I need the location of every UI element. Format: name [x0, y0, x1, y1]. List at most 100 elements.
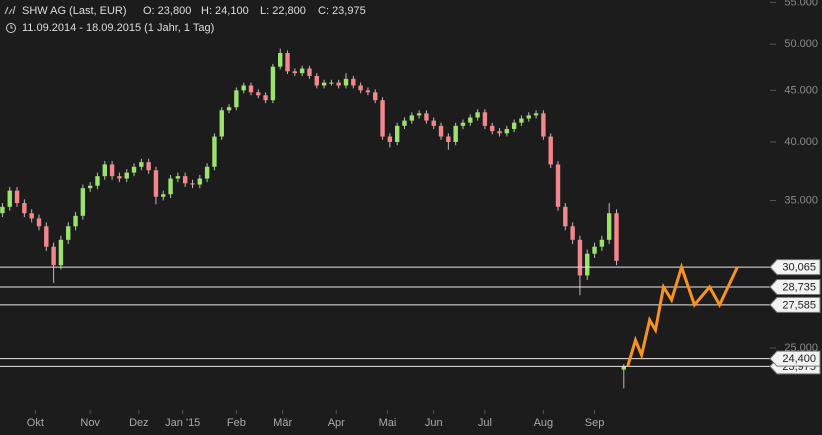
ohlc-label: C: 23,975	[318, 5, 366, 17]
candle-body	[482, 112, 488, 126]
candle-body	[526, 115, 531, 119]
candle-body	[51, 246, 56, 266]
chart-subtitle: 11.09.2014 - 18.09.2015 (1 Jahr, 1 Tag)	[22, 22, 214, 34]
candle-body	[212, 136, 217, 167]
candle-body	[460, 122, 466, 126]
candle-body	[548, 136, 553, 165]
candle-body	[241, 85, 246, 91]
chart-title: SHW AG (Last, EUR)	[22, 5, 127, 17]
candle-body	[168, 178, 173, 195]
candle-body	[66, 226, 71, 240]
candle-body	[292, 71, 298, 74]
level-label: 30,065	[782, 262, 816, 274]
candle-body	[234, 90, 239, 108]
candle-body	[409, 115, 415, 121]
ohlc-label: O: 23,800	[143, 5, 191, 17]
candle-body	[190, 183, 195, 185]
candle-body	[380, 100, 385, 137]
candle-body	[263, 95, 268, 101]
ohlc-label: H: 24,100	[201, 5, 249, 17]
candle-body	[87, 185, 93, 189]
projection-line	[626, 262, 739, 367]
candle-body	[446, 136, 451, 142]
x-tick-label: Okt	[27, 417, 44, 429]
candle-body	[577, 239, 583, 276]
y-tick-label: 35.000	[784, 194, 818, 206]
candle-body	[29, 213, 34, 219]
candle-body	[438, 125, 444, 137]
candle-body	[95, 176, 100, 186]
level-label-box	[769, 350, 821, 367]
candle-body	[373, 92, 378, 101]
ohlc-label: L: 22,800	[260, 5, 306, 17]
candle-body	[599, 239, 605, 247]
candle-body	[570, 226, 575, 240]
candle-body	[219, 110, 224, 137]
x-tick-label: Feb	[227, 417, 246, 429]
candle-body	[161, 194, 166, 197]
level-label-box	[769, 278, 821, 295]
candle-body	[36, 218, 42, 227]
y-tick-label: 50.000	[784, 38, 818, 50]
candle-body	[139, 162, 144, 167]
candle-body	[490, 125, 495, 132]
x-tick-label: Sep	[585, 417, 605, 429]
candle-body	[504, 129, 510, 134]
level-label-box	[769, 259, 821, 276]
candle-body	[431, 120, 436, 126]
candle-body	[153, 170, 159, 197]
candle-body	[365, 90, 371, 93]
x-tick-label: Mär	[273, 417, 292, 429]
y-tick-label: 40.000	[784, 136, 818, 148]
x-tick-label: Jun	[425, 417, 443, 429]
x-tick-label: Dez	[129, 417, 149, 429]
candle-body	[351, 78, 356, 86]
candle-body	[131, 166, 137, 173]
candle-body	[321, 82, 327, 86]
candle-body	[0, 206, 5, 214]
candle-body	[519, 118, 524, 123]
candle-body	[22, 203, 27, 214]
candle-body	[204, 166, 210, 179]
candle-body	[307, 68, 312, 76]
candle-body	[256, 92, 261, 96]
candle-body	[7, 190, 12, 207]
candle-body	[102, 164, 107, 177]
y-tick-label: 45.000	[784, 84, 818, 96]
x-tick-label: Aug	[534, 417, 554, 429]
candle-body	[541, 113, 546, 137]
candle-body	[555, 164, 561, 207]
candle-body	[314, 75, 319, 86]
candle-body	[270, 66, 276, 101]
candle-body	[278, 53, 283, 67]
candle-body	[146, 162, 151, 171]
candle-body	[416, 113, 422, 116]
candle-body	[497, 131, 502, 134]
candle-body	[424, 113, 429, 121]
candle-body	[299, 68, 305, 74]
candle-body	[197, 178, 203, 185]
candle-body	[329, 82, 334, 84]
candle-body	[621, 366, 626, 370]
candle-body	[109, 164, 115, 177]
level-label: 27,585	[782, 299, 816, 311]
candle-body	[73, 215, 78, 227]
candle-body	[336, 82, 341, 86]
candle-body	[14, 190, 20, 204]
x-tick-label: Jul	[478, 417, 492, 429]
candle-body	[175, 176, 181, 179]
candle-body	[511, 122, 517, 130]
candle-body	[592, 246, 597, 254]
candle-body	[394, 125, 400, 142]
level-label-box	[769, 296, 821, 313]
candle-body	[226, 107, 232, 111]
candle-body	[248, 85, 254, 93]
candle-body	[58, 239, 64, 266]
x-tick-label: Jan '15	[165, 417, 200, 429]
candle-body	[475, 112, 480, 118]
candle-body	[285, 53, 290, 72]
candle-body	[533, 113, 539, 116]
level-label: 28,735	[782, 281, 816, 293]
